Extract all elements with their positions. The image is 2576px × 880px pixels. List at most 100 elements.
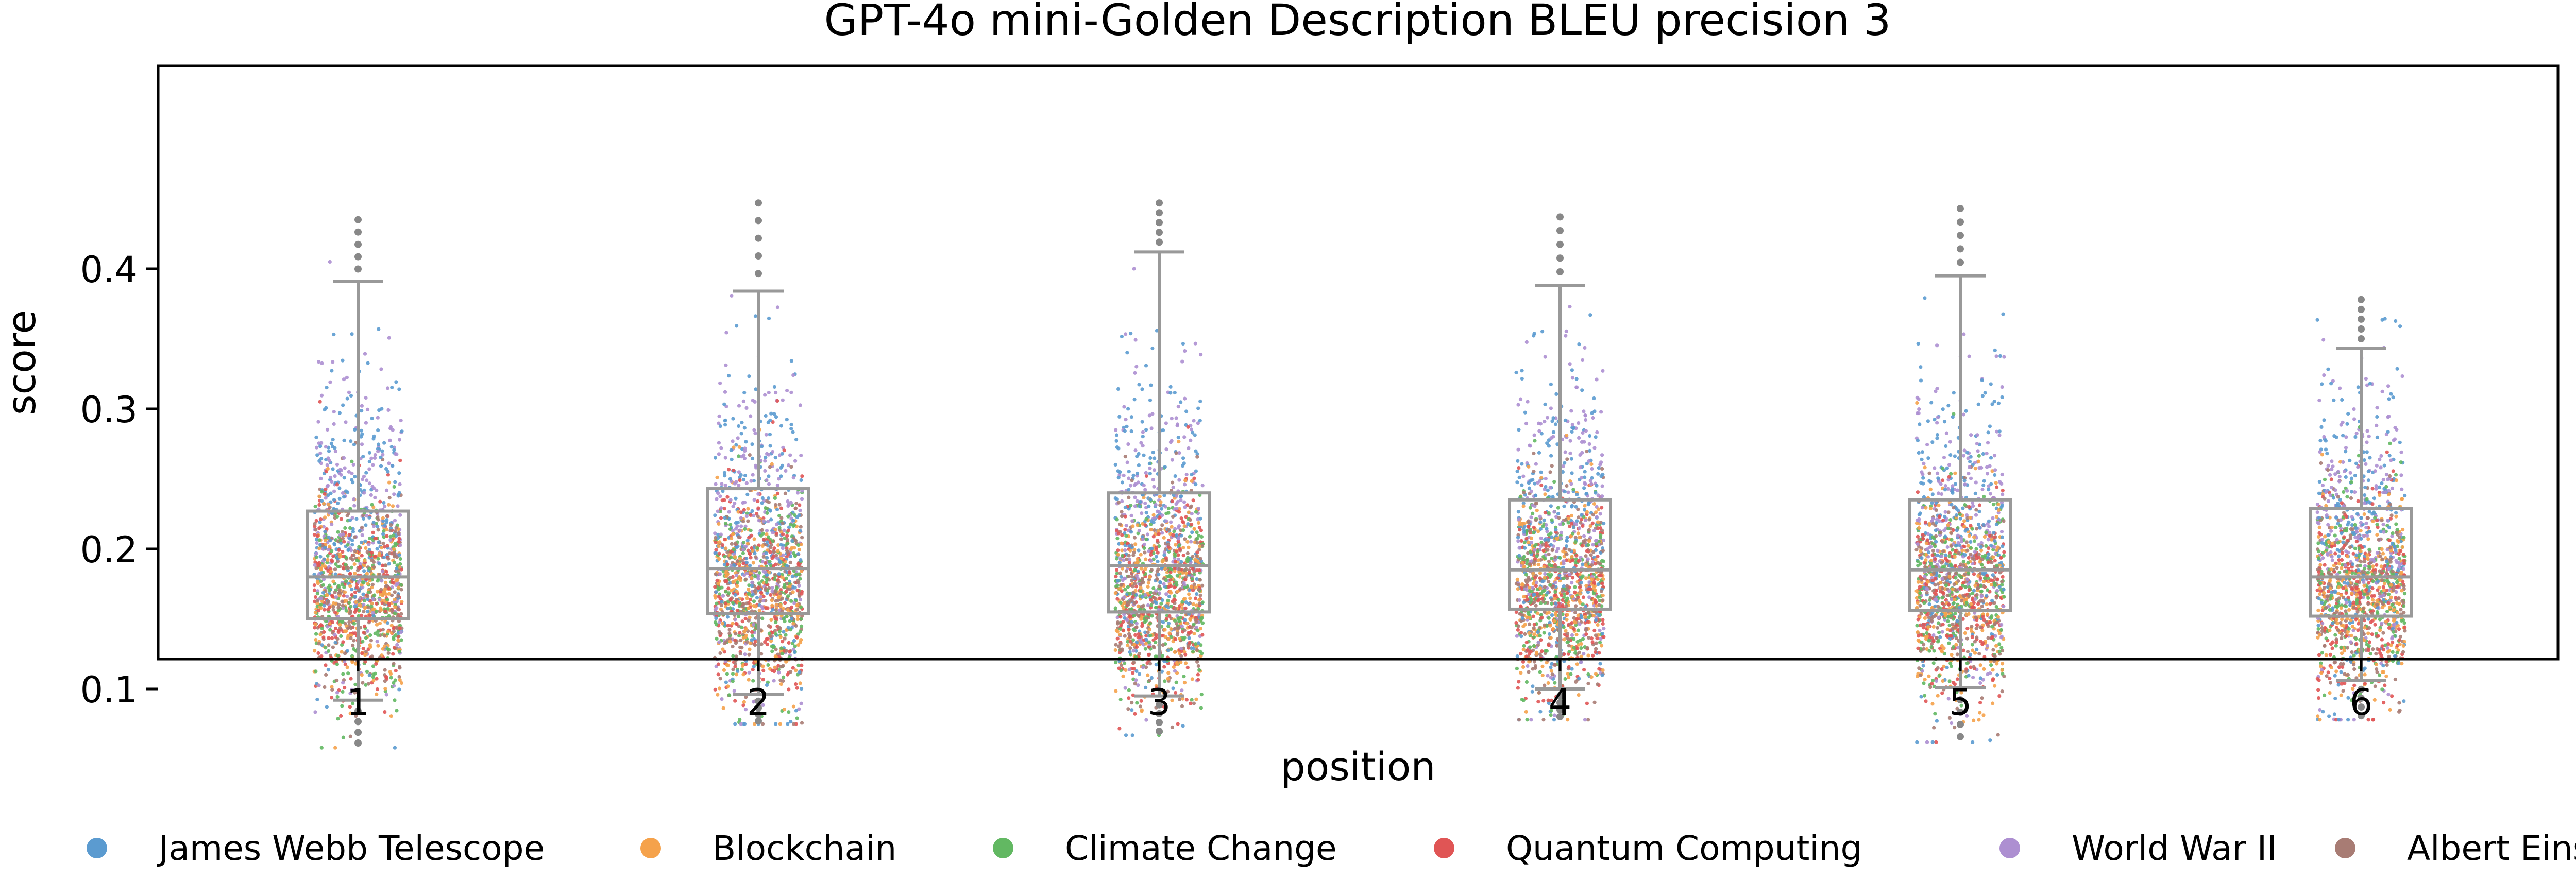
data-point xyxy=(1135,557,1139,561)
data-point xyxy=(1597,507,1601,511)
data-point xyxy=(728,498,733,502)
data-point xyxy=(374,610,379,614)
data-point xyxy=(1151,513,1156,517)
data-point xyxy=(393,605,397,609)
data-point xyxy=(1127,688,1131,693)
data-point xyxy=(1190,677,1194,681)
data-point xyxy=(1174,451,1178,455)
data-point xyxy=(1123,686,1127,690)
data-point xyxy=(779,556,784,561)
data-point xyxy=(314,637,318,642)
data-point xyxy=(376,517,380,522)
data-point xyxy=(341,403,345,407)
data-point xyxy=(1125,557,1129,561)
data-point xyxy=(775,484,779,488)
data-point xyxy=(742,426,747,430)
data-point xyxy=(376,644,380,648)
data-point xyxy=(800,536,804,540)
data-point xyxy=(763,393,767,397)
data-point xyxy=(353,682,358,686)
data-point xyxy=(789,617,794,621)
data-point xyxy=(1147,549,1151,553)
data-point xyxy=(388,538,393,542)
data-point xyxy=(1592,628,1597,633)
data-point xyxy=(1587,595,1591,599)
data-point xyxy=(788,453,792,457)
data-point xyxy=(1538,670,1542,674)
data-point xyxy=(721,594,725,598)
data-point xyxy=(375,677,379,681)
data-point xyxy=(1583,504,1587,508)
data-point xyxy=(1132,547,1137,552)
data-point xyxy=(798,681,802,685)
data-point xyxy=(1133,482,1138,486)
data-point xyxy=(1170,525,1174,529)
data-point xyxy=(1124,533,1128,538)
data-point xyxy=(334,562,338,566)
data-point xyxy=(1521,474,1526,478)
data-point xyxy=(318,520,322,524)
data-point xyxy=(353,595,358,599)
data-point xyxy=(757,519,761,523)
data-point xyxy=(1130,708,1134,712)
data-point xyxy=(363,606,367,610)
data-point xyxy=(1198,544,1202,548)
data-point xyxy=(375,601,379,606)
data-point xyxy=(1577,436,1581,440)
data-point xyxy=(770,556,774,560)
data-point xyxy=(795,617,800,622)
data-point xyxy=(364,649,368,654)
data-point xyxy=(335,695,340,699)
data-point xyxy=(773,573,777,577)
data-point xyxy=(778,560,782,564)
data-point xyxy=(1176,436,1180,440)
data-point xyxy=(319,579,323,583)
data-point xyxy=(350,516,354,520)
data-point xyxy=(798,577,802,581)
data-point xyxy=(773,503,778,507)
data-point xyxy=(759,642,764,646)
data-point xyxy=(1128,544,1132,548)
data-point xyxy=(764,506,768,510)
data-point xyxy=(795,491,800,495)
data-point xyxy=(316,651,320,655)
data-point xyxy=(1122,601,1126,605)
data-point xyxy=(1173,607,1177,611)
data-point xyxy=(723,601,728,606)
data-point xyxy=(351,462,355,467)
data-point xyxy=(1137,529,1141,533)
data-point xyxy=(367,673,371,677)
data-point xyxy=(370,485,375,489)
data-point xyxy=(731,654,735,658)
data-point xyxy=(1166,648,1171,652)
data-point xyxy=(379,464,383,468)
data-point xyxy=(372,434,376,439)
data-point xyxy=(1130,733,1134,737)
data-point xyxy=(761,598,766,603)
data-point xyxy=(1160,598,1164,602)
data-point xyxy=(331,438,335,442)
data-point xyxy=(1188,518,1192,522)
data-point xyxy=(1139,441,1143,445)
data-point xyxy=(370,601,375,606)
data-point xyxy=(1570,429,1574,434)
data-point xyxy=(1164,604,1168,608)
data-point xyxy=(786,608,790,612)
data-point xyxy=(336,564,341,569)
data-point xyxy=(1145,532,1149,537)
data-point xyxy=(393,555,397,559)
data-point xyxy=(747,606,751,610)
data-point xyxy=(761,538,766,542)
data-point xyxy=(736,521,740,525)
data-point xyxy=(315,697,319,702)
data-point xyxy=(789,465,793,469)
data-point xyxy=(1545,527,1549,531)
data-point xyxy=(371,613,376,617)
data-point xyxy=(1113,648,1117,652)
data-point xyxy=(360,673,364,677)
data-point xyxy=(1184,473,1189,477)
data-point xyxy=(1130,519,1134,523)
data-point xyxy=(1571,576,1575,580)
data-point xyxy=(337,472,342,476)
data-point xyxy=(1121,674,1125,678)
